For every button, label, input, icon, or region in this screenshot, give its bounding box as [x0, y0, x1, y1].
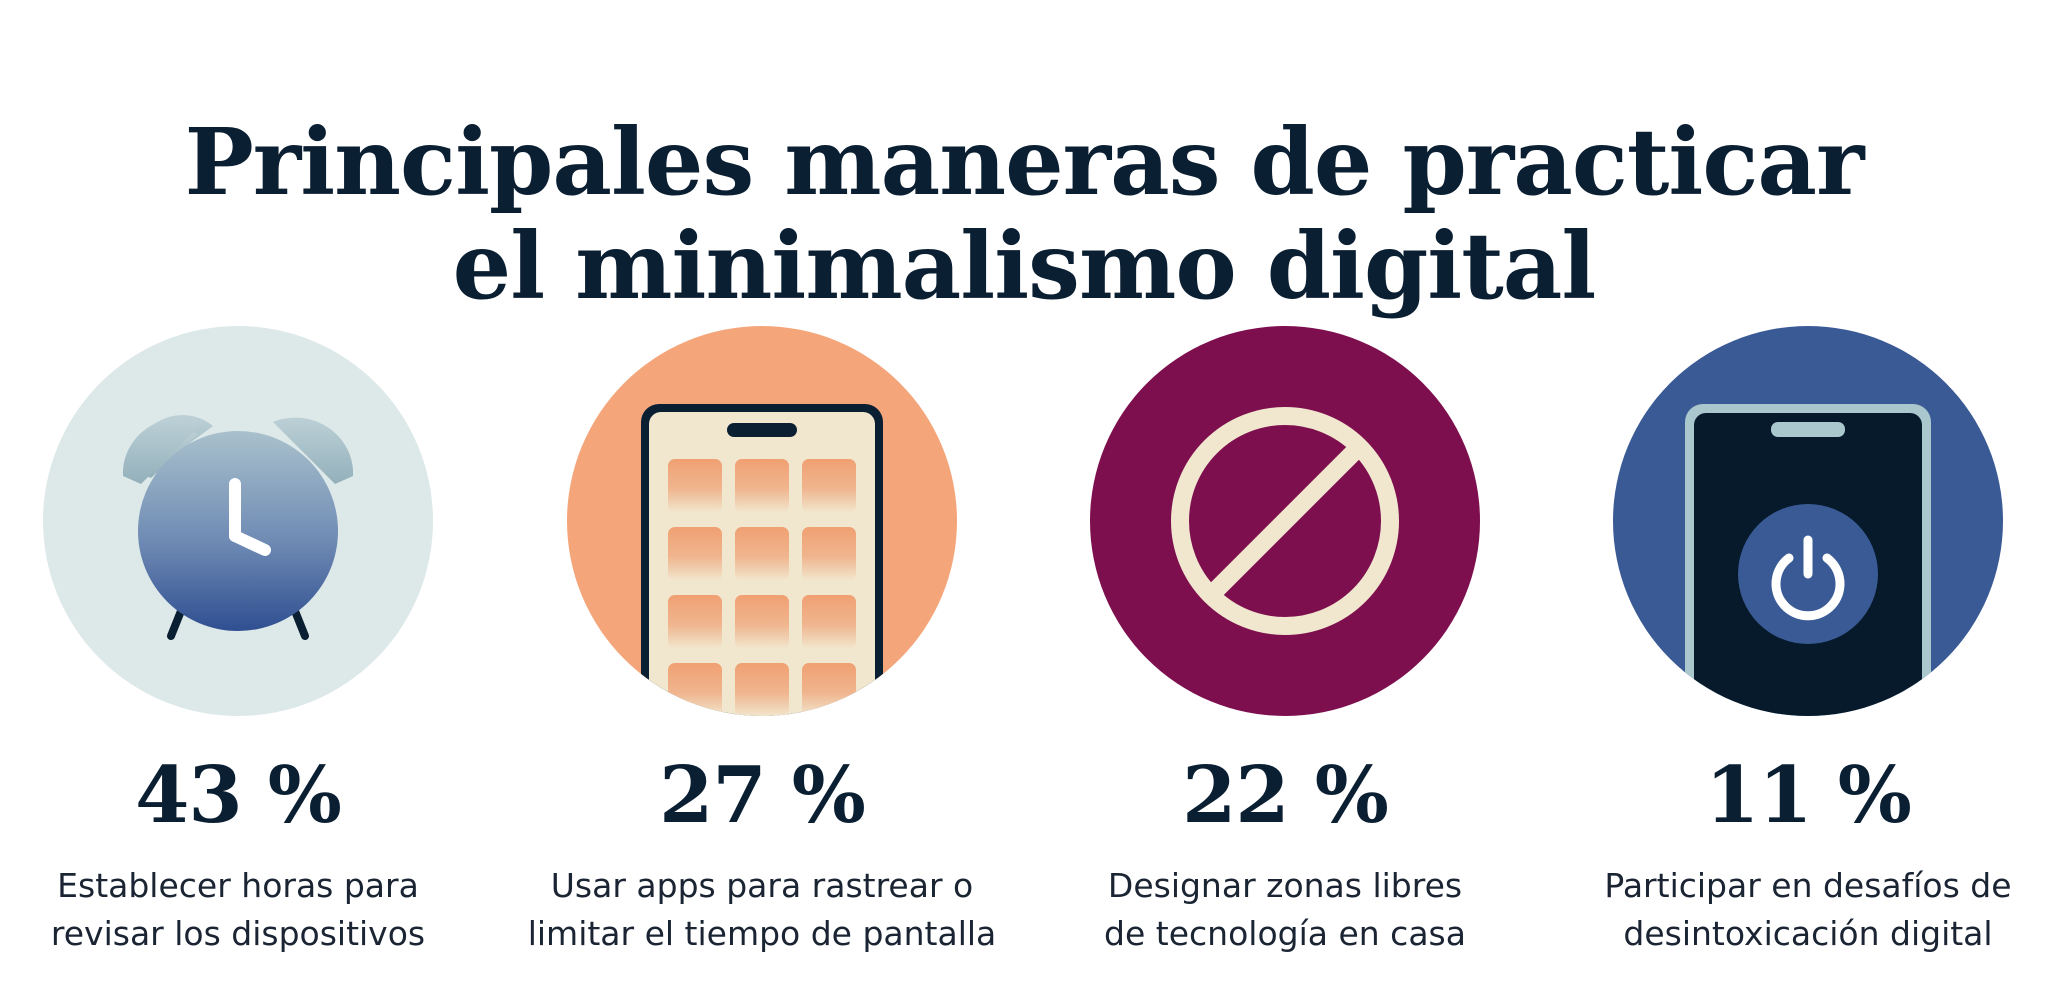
stat-description: Usar apps para rastrear o limitar el tie… — [502, 862, 1022, 958]
stat-description: Designar zonas libres de tecnología en c… — [1025, 862, 1545, 958]
title-line-1: Principales maneras de practicar — [184, 107, 1865, 216]
stat-description-line-1: Establecer horas para — [57, 866, 419, 905]
prohibited-icon — [1090, 326, 1480, 716]
stat-percent: 27 % — [659, 750, 866, 841]
stat-description-line-2: revisar los dispositivos — [50, 914, 426, 953]
stat-description-line-1: Participar en desafíos de — [1604, 866, 2012, 905]
stat-description: Establecer horas para revisar los dispos… — [0, 862, 498, 958]
stat-percent: 11 % — [1705, 750, 1912, 841]
page-title: Principales maneras de practicar el mini… — [0, 110, 2048, 318]
alarm-clock-icon — [43, 326, 433, 716]
stat-description-line-1: Usar apps para rastrear o — [550, 866, 974, 905]
stat-description: Participar en desafíos de desintoxicació… — [1548, 862, 2048, 958]
stat-item-screen-time-apps: 27 % Usar apps para rastrear o limitar e… — [502, 0, 1022, 1004]
stat-item-digital-detox: 11 % Participar en desafíos de desintoxi… — [1548, 0, 2048, 1004]
stat-percent: 43 % — [135, 750, 342, 841]
stat-percent: 22 % — [1182, 750, 1389, 841]
stat-description-line-2: de tecnología en casa — [1104, 914, 1466, 953]
stat-item-device-hours: 43 % Establecer horas para revisar los d… — [0, 0, 498, 1004]
title-line-2: el minimalismo digital — [452, 211, 1597, 320]
stat-description-line-2: limitar el tiempo de pantalla — [527, 914, 997, 953]
smartphone-apps-icon — [567, 326, 957, 716]
stat-item-tech-free-zones: 22 % Designar zonas libres de tecnología… — [1025, 0, 1545, 1004]
stat-description-line-1: Designar zonas libres — [1107, 866, 1463, 905]
stat-description-line-2: desintoxicación digital — [1623, 914, 1993, 953]
phone-power-off-icon — [1613, 326, 2003, 716]
